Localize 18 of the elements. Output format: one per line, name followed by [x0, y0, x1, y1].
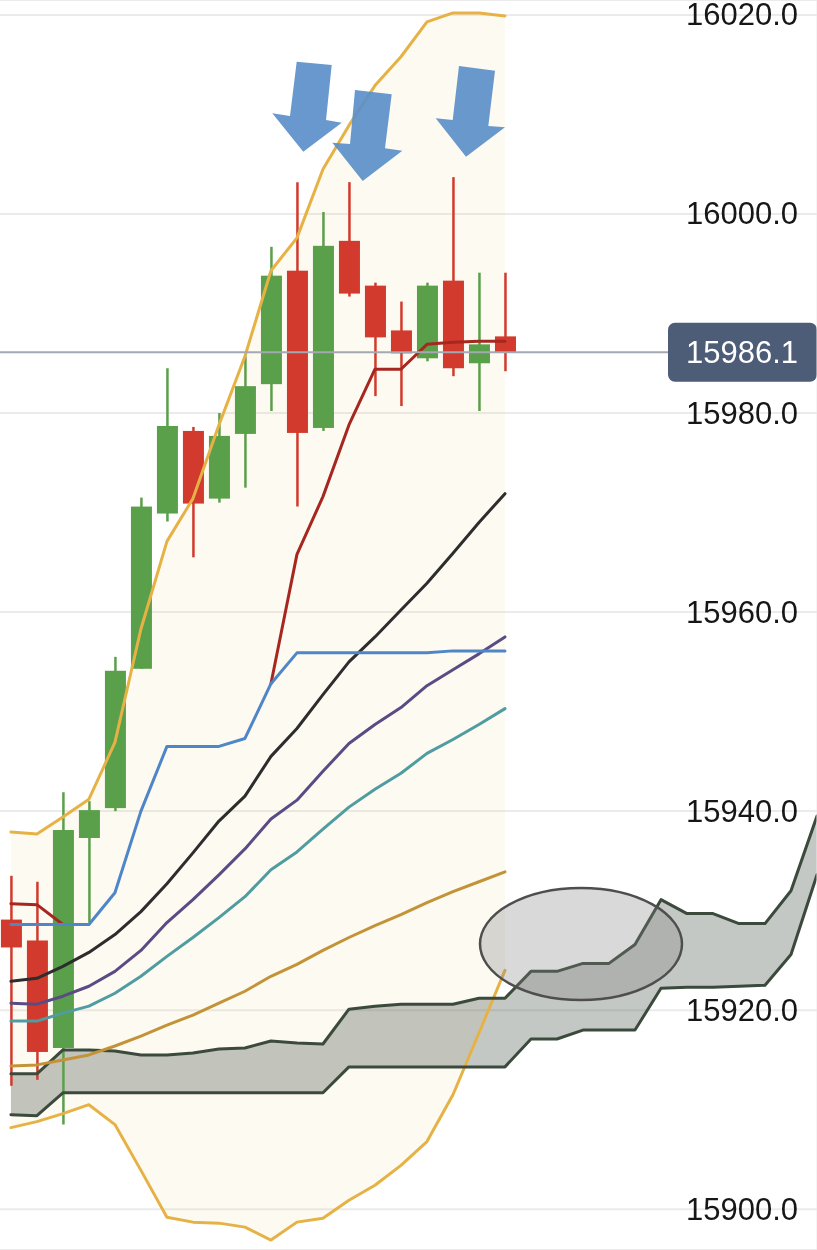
- candlestick: [468, 271, 490, 413]
- y-tick-label: 15920.0: [685, 992, 798, 1028]
- line-series: [9, 873, 817, 1118]
- y-tick-label: 15960.0: [685, 594, 798, 630]
- y-tick-label: 15940.0: [685, 793, 798, 829]
- line-series: [9, 968, 507, 1242]
- y-tick-label: 15900.0: [685, 1191, 798, 1227]
- y-tick-label: 15980.0: [685, 395, 798, 431]
- ref-line-label: 15986.1: [685, 334, 798, 370]
- line-series: [9, 635, 507, 1006]
- line-series: [9, 870, 507, 1068]
- y-tick-label: 16020.0: [685, 0, 798, 33]
- line-series: [9, 492, 507, 983]
- y-tick-label: 16000.0: [685, 196, 798, 232]
- candlestick: [390, 300, 412, 408]
- line-series: [9, 707, 507, 1023]
- candlestick: [0, 874, 22, 1088]
- line-series: [9, 11, 507, 836]
